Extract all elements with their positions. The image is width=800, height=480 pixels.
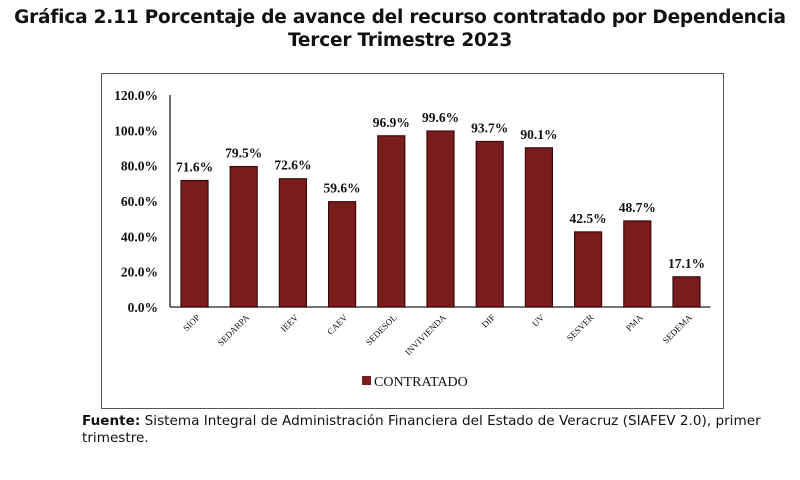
y-tick-label: 20.0% [121,265,158,280]
x-tick-label: SIOP [181,312,202,333]
source-label: Fuente: [82,413,141,429]
data-label: 93.7% [471,120,508,135]
data-label: 48.7% [619,200,656,215]
bar-dif [475,140,504,308]
data-label: 72.6% [274,158,311,173]
y-tick-label: 80.0% [121,159,158,174]
bar-sedema [672,276,701,308]
y-tick-label: 120.0% [114,88,158,103]
data-label: 71.6% [176,160,213,175]
x-tick-label: SESVER [565,312,596,343]
y-tick-label: 40.0% [121,229,158,244]
x-tick-label: SEDESOL [364,312,399,347]
bar-ieev [278,178,307,308]
bar-caev [328,201,357,308]
bar-sesver [573,231,603,308]
bar-sedarpa [229,165,258,308]
bar-pma [623,220,652,308]
source-text: Sistema Integral de Administración Finan… [82,413,761,446]
data-label: 59.6% [324,181,361,196]
legend-label: CONTRATADO [374,375,468,390]
chart-title-line-1: Gráfica 2.11 Porcentaje de avance del re… [14,7,786,28]
x-tick-label: DIF [480,312,497,329]
legend-swatch [362,376,371,385]
bar-sedesol [377,135,406,308]
y-tick-label: 100.0% [114,123,158,138]
x-tick-label: SEDARPA [216,312,252,348]
source-note: Fuente: Sistema Integral de Administraci… [82,413,782,447]
data-label: 42.5% [570,211,607,226]
x-tick-label: SEDEMA [661,312,695,346]
x-tick-label: PMA [624,312,645,333]
x-tick-label: UV [530,312,547,329]
x-tick-label: IEEV [279,312,301,334]
data-label: 96.9% [373,115,410,130]
x-tick-label: INVIVIENDA [403,312,448,357]
data-label: 17.1% [668,256,705,271]
data-label: 79.5% [225,146,262,161]
data-label: 99.6% [422,110,459,125]
data-label: 90.1% [520,127,557,142]
chart-title-line-2: Tercer Trimestre 2023 [287,30,513,51]
bar-uv [524,147,554,308]
y-tick-label: 60.0% [121,194,158,209]
bar-invivienda [426,130,455,308]
bar-siop [180,179,209,308]
x-tick-label: CAEV [325,312,350,337]
y-tick-label: 0.0% [128,300,158,315]
